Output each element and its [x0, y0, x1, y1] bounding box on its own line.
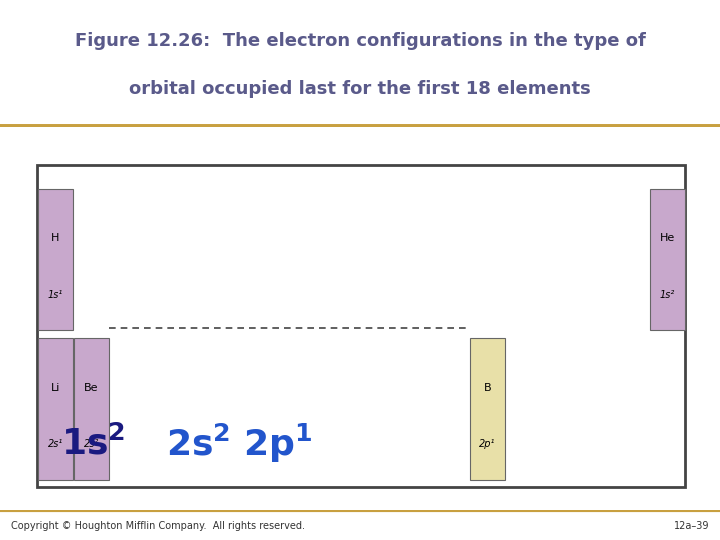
Text: 2s¹: 2s¹: [48, 440, 63, 449]
Text: 1s¹: 1s¹: [48, 290, 63, 300]
Bar: [470, 338, 505, 480]
Text: Be: Be: [84, 383, 99, 393]
Text: 2s²: 2s²: [84, 440, 99, 449]
Bar: [38, 338, 73, 480]
Text: Li: Li: [50, 383, 60, 393]
Bar: [38, 189, 73, 330]
Bar: [37, 165, 685, 487]
Text: 1s²: 1s²: [660, 290, 675, 300]
Bar: [650, 189, 685, 330]
Text: $\mathbf{1s^2}$: $\mathbf{1s^2}$: [61, 425, 125, 461]
Text: $\mathbf{2s^2}$ $\mathbf{2p^1}$: $\mathbf{2s^2}$ $\mathbf{2p^1}$: [166, 422, 312, 465]
Bar: [74, 338, 109, 480]
Text: B: B: [484, 383, 491, 393]
Text: H: H: [51, 233, 60, 243]
Text: 2p¹: 2p¹: [480, 440, 495, 449]
Text: He: He: [660, 233, 675, 243]
Text: Copyright © Houghton Mifflin Company.  All rights reserved.: Copyright © Houghton Mifflin Company. Al…: [11, 521, 305, 531]
Text: Figure 12.26:  The electron configurations in the type of: Figure 12.26: The electron configuration…: [75, 32, 645, 50]
Text: orbital occupied last for the first 18 elements: orbital occupied last for the first 18 e…: [129, 80, 591, 98]
Text: 12a–39: 12a–39: [674, 521, 709, 531]
